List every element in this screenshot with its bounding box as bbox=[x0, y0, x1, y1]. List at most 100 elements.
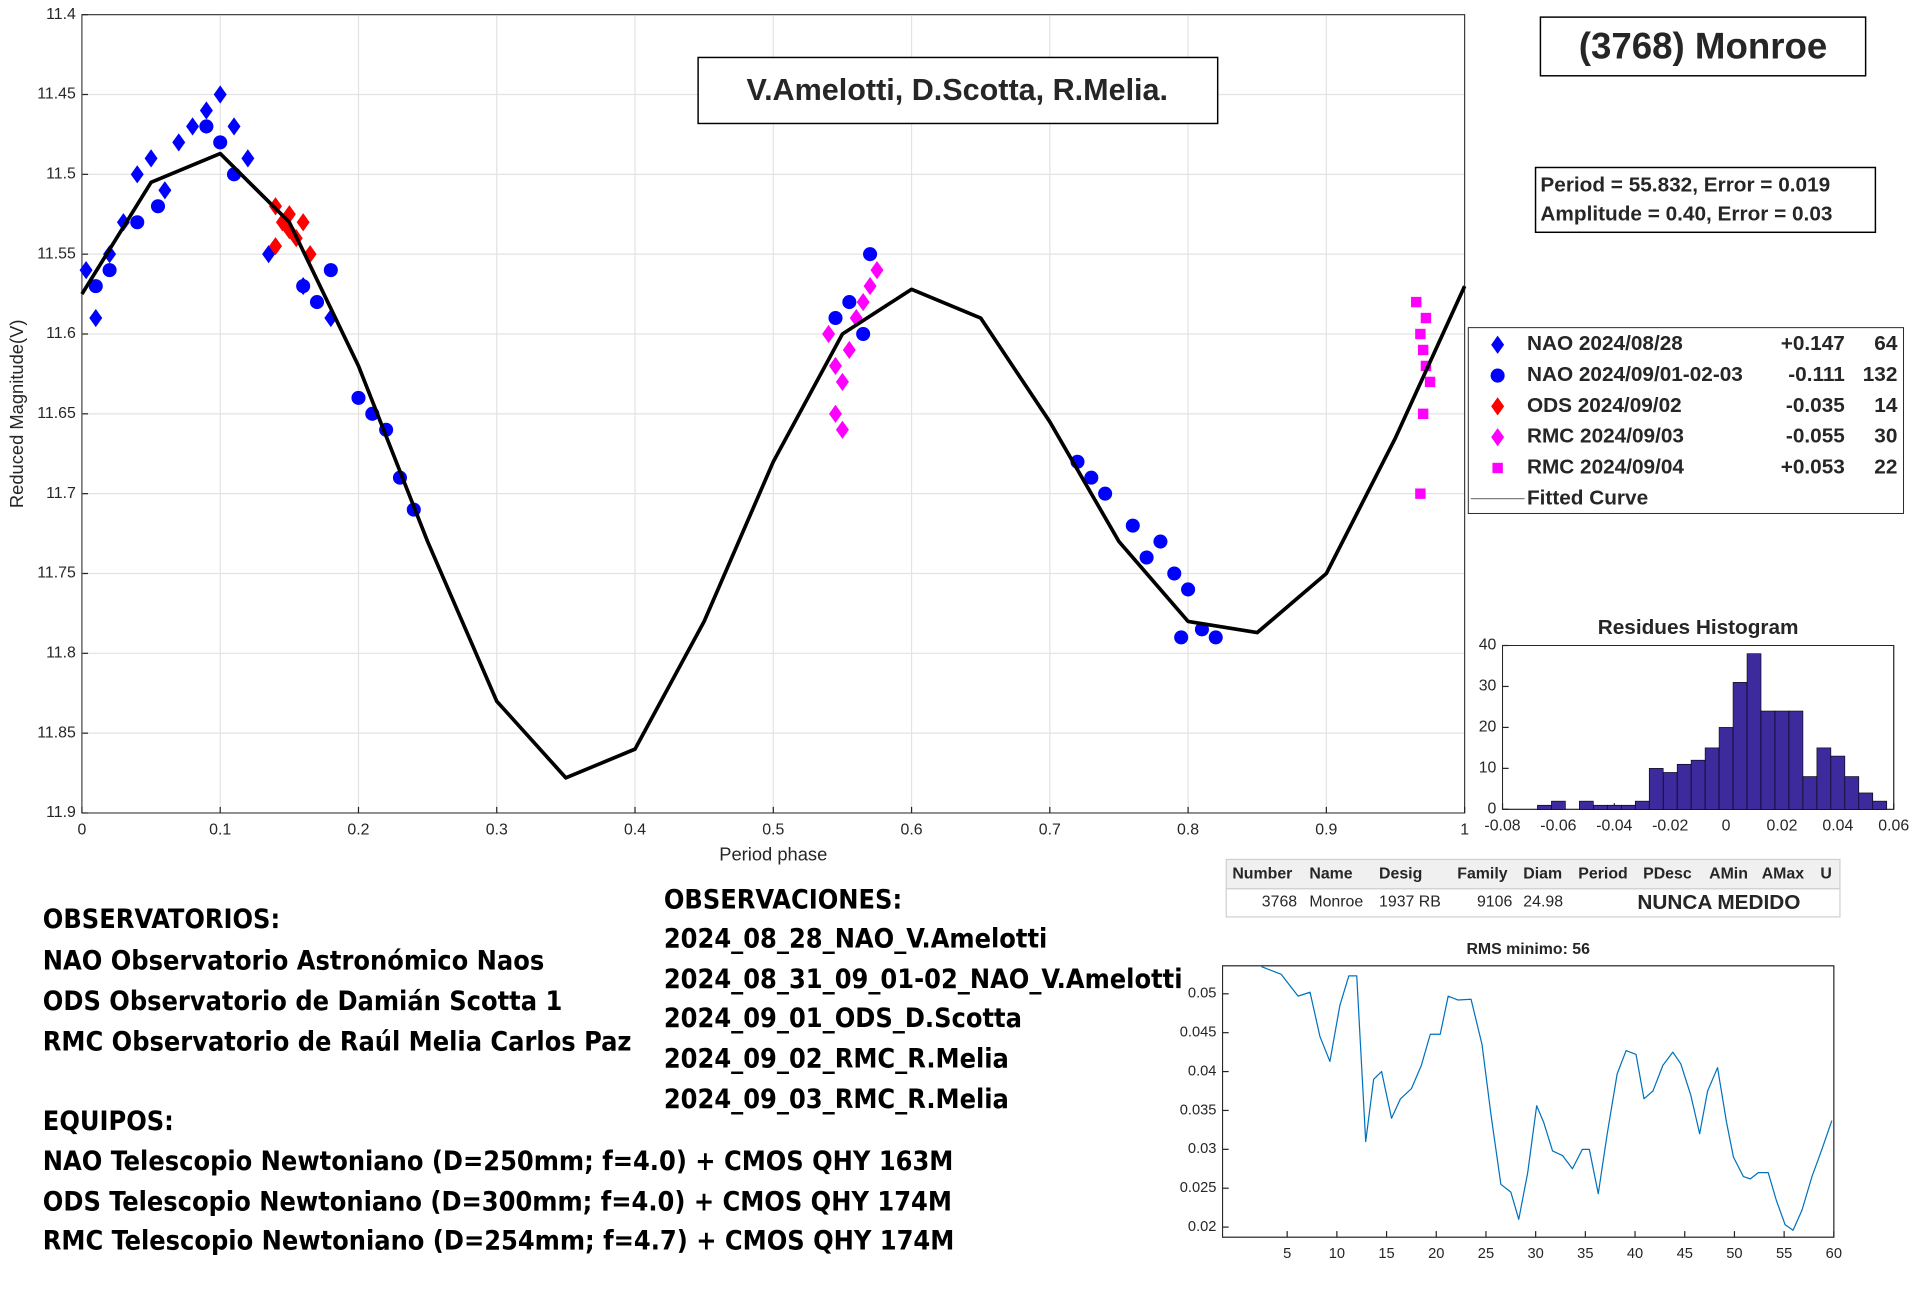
x-tick-label: 0.04 bbox=[1822, 818, 1853, 835]
table-header: PDesc bbox=[1643, 865, 1692, 882]
fitted-curve bbox=[80, 151, 1467, 780]
period-text: Period = 55.832, Error = 0.019 bbox=[1540, 173, 1830, 196]
x-tick-label: 0.06 bbox=[1878, 818, 1909, 835]
diamond-marker bbox=[269, 237, 283, 256]
diamond-marker bbox=[1491, 428, 1505, 447]
square-marker bbox=[1415, 328, 1426, 340]
diamond-marker bbox=[199, 101, 213, 120]
plot-frame bbox=[81, 14, 1466, 814]
table-header: Family bbox=[1457, 865, 1507, 882]
legend-label: Fitted Curve bbox=[1527, 486, 1648, 509]
y-tick-label: 11.5 bbox=[46, 166, 76, 183]
table-cell: 1937 RB bbox=[1379, 893, 1441, 910]
legend-offset: -0.055 bbox=[1786, 425, 1845, 448]
y-tick-label: 11.9 bbox=[46, 804, 76, 821]
histogram-bar bbox=[1579, 800, 1594, 810]
circle-marker bbox=[856, 326, 871, 342]
table-header: U bbox=[1820, 865, 1831, 882]
chart-title: RMS minimo: 56 bbox=[1466, 941, 1590, 958]
square-marker bbox=[1417, 344, 1429, 356]
legend-count: 132 bbox=[1863, 363, 1898, 386]
table-header: AMin bbox=[1709, 865, 1748, 882]
y-tick-label: 0 bbox=[1488, 801, 1497, 818]
block-line: RMC Observatorio de Raúl Melia Carlos Pa… bbox=[43, 1026, 632, 1057]
chart-title: (3768) Monroe bbox=[1579, 26, 1828, 67]
y-tick-label: 11.4 bbox=[46, 6, 76, 23]
diamond-marker bbox=[822, 324, 836, 344]
histogram-bar bbox=[1607, 804, 1622, 810]
diamond-marker bbox=[863, 277, 877, 296]
diamond-marker bbox=[186, 117, 200, 136]
diamond-marker bbox=[158, 181, 172, 200]
block-line: 2024_09_01_ODS_D.Scotta bbox=[664, 1003, 1022, 1034]
circle-marker bbox=[102, 263, 117, 278]
legend-offset: -0.111 bbox=[1788, 363, 1845, 386]
chart-title: Residues Histogram bbox=[1598, 616, 1799, 639]
y-tick-label: 0.035 bbox=[1180, 1102, 1217, 1118]
table-header-bg bbox=[1225, 858, 1841, 890]
y-tick-label: 11.8 bbox=[46, 645, 76, 662]
histogram-bar bbox=[1844, 776, 1860, 810]
circle-marker bbox=[1490, 368, 1505, 383]
table-header: Period bbox=[1578, 865, 1627, 882]
block-title: OBSERVACIONES: bbox=[664, 885, 902, 916]
circle-marker bbox=[1181, 582, 1196, 597]
fit-box bbox=[1534, 166, 1877, 234]
y-tick-label: 0.045 bbox=[1180, 1025, 1217, 1041]
circle-marker bbox=[1139, 550, 1154, 565]
table-row-bg bbox=[1225, 888, 1841, 918]
block-line: RMC Telescopio Newtoniano (D=254mm; f=4.… bbox=[43, 1226, 955, 1257]
y-tick-label: 0.05 bbox=[1188, 986, 1217, 1002]
diamond-marker bbox=[144, 149, 158, 168]
diamond-marker bbox=[835, 372, 849, 391]
circle-marker bbox=[828, 311, 843, 326]
circle-marker bbox=[199, 119, 214, 134]
diamond-marker bbox=[1491, 335, 1505, 354]
circle-marker bbox=[351, 390, 366, 405]
x-tick-label: 0.3 bbox=[486, 821, 508, 838]
diamond-marker bbox=[241, 149, 255, 168]
diamond-marker bbox=[172, 133, 186, 152]
circle-marker bbox=[88, 279, 103, 294]
legend-label: RMC 2024/09/04 bbox=[1527, 455, 1684, 478]
authors-box bbox=[697, 56, 1219, 125]
x-tick-label: 0.8 bbox=[1177, 821, 1199, 838]
authors: V.Amelotti, D.Scotta, R.Melia. bbox=[747, 73, 1169, 107]
legend-offset: +0.053 bbox=[1781, 455, 1845, 478]
table-cell: 9106 bbox=[1477, 893, 1512, 910]
histogram-bar bbox=[1872, 800, 1888, 810]
histogram-bar bbox=[1816, 747, 1832, 810]
x-tick-label: 35 bbox=[1577, 1246, 1593, 1262]
diamond-marker bbox=[213, 85, 227, 104]
x-tick-label: 25 bbox=[1478, 1246, 1494, 1262]
x-tick-label: 0 bbox=[1722, 818, 1731, 835]
legend-count: 64 bbox=[1874, 332, 1898, 355]
square-marker bbox=[1415, 488, 1426, 499]
table-header: Diam bbox=[1523, 865, 1562, 882]
x-tick-label: 0 bbox=[78, 821, 87, 838]
histogram-bar bbox=[1634, 800, 1650, 810]
diamond-marker bbox=[842, 340, 856, 360]
x-tick-label: 10 bbox=[1329, 1246, 1345, 1262]
block-line: 2024_09_03_RMC_R.Melia bbox=[664, 1084, 1009, 1115]
table-header: AMax bbox=[1762, 865, 1805, 882]
table-header: Name bbox=[1309, 865, 1352, 882]
diamond-marker bbox=[856, 292, 870, 312]
table-cell: 3768 bbox=[1262, 893, 1297, 910]
block-line: ODS Telescopio Newtoniano (D=300mm; f=4.… bbox=[43, 1186, 952, 1217]
circle-marker bbox=[296, 279, 311, 294]
y-tick-label: 0.04 bbox=[1188, 1063, 1217, 1079]
diamond-marker bbox=[296, 213, 310, 232]
x-tick-label: 0.4 bbox=[624, 821, 646, 838]
x-tick-label: -0.08 bbox=[1484, 818, 1520, 835]
circle-marker bbox=[863, 247, 878, 262]
square-marker bbox=[1417, 408, 1429, 420]
diamond-marker bbox=[130, 165, 144, 184]
circle-marker bbox=[130, 215, 145, 230]
table-cell: Monroe bbox=[1309, 893, 1363, 910]
block-line: 2024_08_28_NAO_V.Amelotti bbox=[664, 924, 1047, 955]
circle-marker bbox=[842, 295, 857, 310]
x-tick-label: -0.02 bbox=[1652, 818, 1688, 835]
diamond-marker bbox=[1491, 397, 1505, 416]
diamond-marker bbox=[79, 261, 93, 280]
